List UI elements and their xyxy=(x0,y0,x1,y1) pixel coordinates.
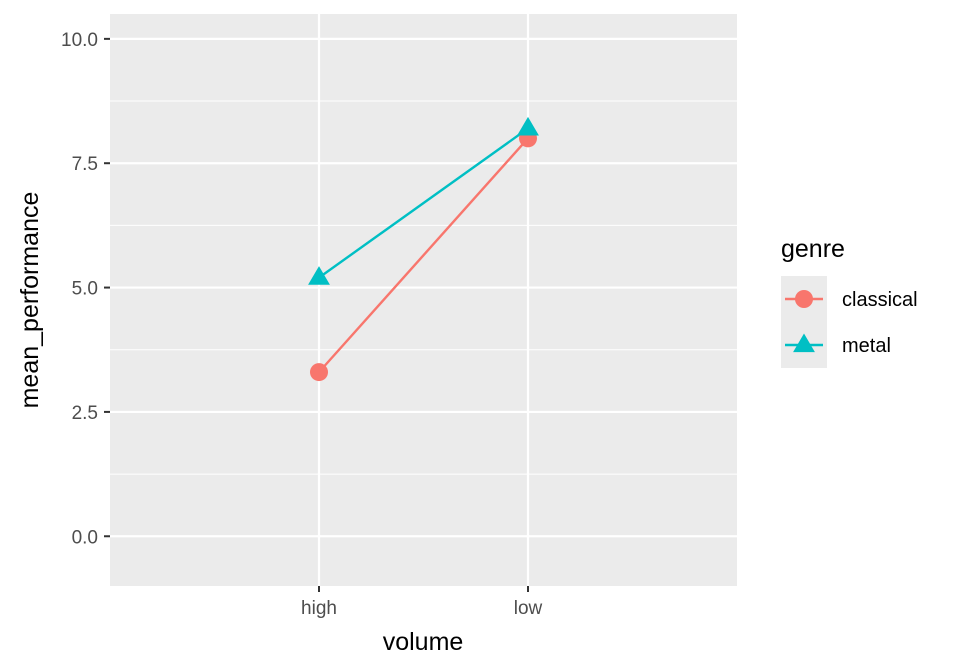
legend-title: genre xyxy=(781,235,845,263)
y-axis: 0.0 2.5 5.0 7.5 10.0 xyxy=(61,30,110,548)
series-points xyxy=(308,116,539,382)
y-tick-label: 7.5 xyxy=(72,154,98,175)
series-line-classical xyxy=(318,137,529,373)
major-grid xyxy=(110,14,737,586)
legend-label-metal: metal xyxy=(842,335,891,357)
y-tick-label: 0.0 xyxy=(72,527,98,548)
series-line-metal xyxy=(318,127,529,279)
legend: genre classical metal xyxy=(781,235,918,368)
series-lines xyxy=(318,127,529,373)
minor-grid xyxy=(110,100,737,475)
x-axis: high low xyxy=(301,586,543,619)
x-tick-label: high xyxy=(301,598,337,619)
legend-keys: classical metal xyxy=(781,276,918,368)
legend-label-classical: classical xyxy=(842,289,918,311)
legend-key-marker-metal xyxy=(793,333,815,353)
y-axis-title: mean_performance xyxy=(16,192,44,409)
panel-background xyxy=(110,14,737,586)
data-point-metal xyxy=(308,266,330,285)
legend-key-marker-classical xyxy=(795,290,813,308)
x-tick-label: low xyxy=(514,598,543,619)
y-tick-label: 5.0 xyxy=(72,279,98,300)
data-point-classical xyxy=(310,363,328,382)
y-tick-label: 10.0 xyxy=(61,30,98,51)
y-tick-label: 2.5 xyxy=(72,403,98,424)
x-axis-title: volume xyxy=(383,628,464,656)
data-point-metal xyxy=(517,116,539,136)
